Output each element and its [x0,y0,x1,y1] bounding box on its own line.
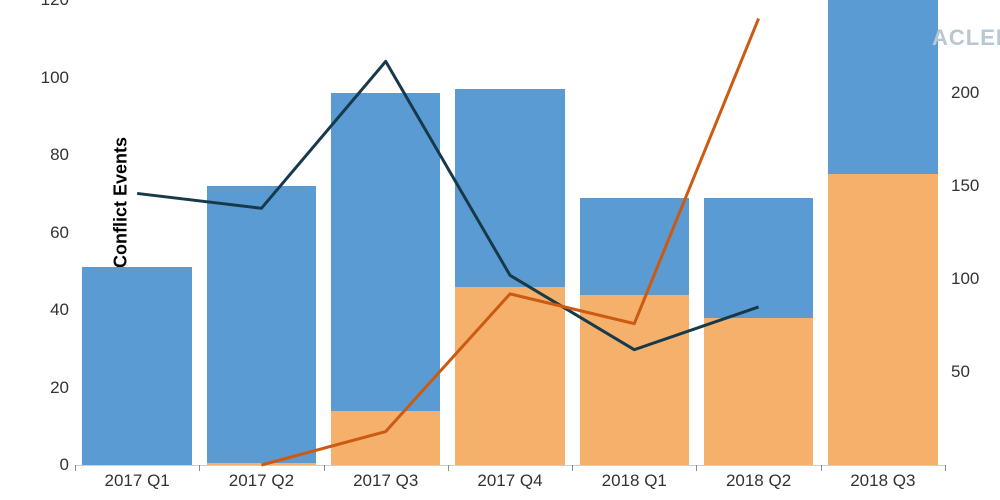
chart-container: Number of Conflict Events Reported Fatal… [0,0,1000,500]
line-line_dark [137,61,758,349]
x-tick-mark [75,465,76,471]
line-line_orange [261,19,758,465]
y-left-tick: 0 [60,455,69,475]
y-left-tick: 40 [50,300,69,320]
x-tick-mark [572,465,573,471]
x-tick-label: 2017 Q3 [353,471,418,491]
x-tick-mark [448,465,449,471]
y-right-tick: 150 [951,176,979,196]
x-tick-label: 2018 Q1 [602,471,667,491]
x-tick-mark [696,465,697,471]
watermark-acled: ACLED [932,25,1000,51]
plot-area: 020406080100120501001502002017 Q12017 Q2… [75,0,945,466]
y-right-tick: 50 [951,362,970,382]
line-layer [75,0,945,465]
x-tick-mark [199,465,200,471]
y-right-tick: 100 [951,269,979,289]
x-tick-label: 2018 Q3 [850,471,915,491]
x-tick-mark [324,465,325,471]
y-left-tick: 100 [41,68,69,88]
x-tick-mark [821,465,822,471]
x-tick-label: 2018 Q2 [726,471,791,491]
x-tick-label: 2017 Q4 [477,471,542,491]
y-left-tick: 120 [41,0,69,10]
x-tick-label: 2017 Q1 [105,471,170,491]
x-axis-line [75,465,945,466]
x-tick-label: 2017 Q2 [229,471,294,491]
y-left-tick: 80 [50,145,69,165]
x-tick-mark [945,465,946,471]
y-left-tick: 20 [50,378,69,398]
y-right-tick: 200 [951,83,979,103]
y-left-tick: 60 [50,223,69,243]
